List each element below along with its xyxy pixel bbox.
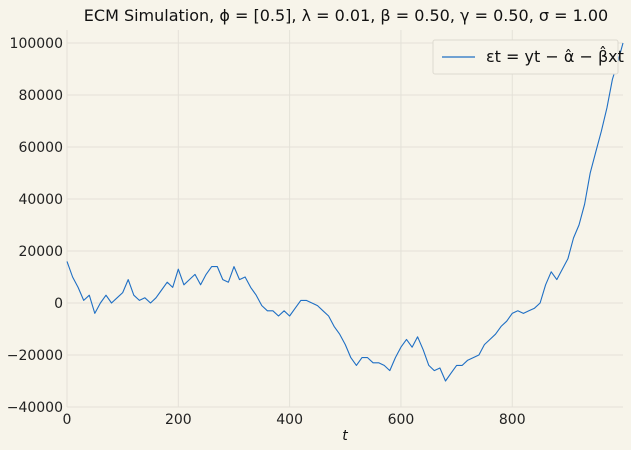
legend-box (432, 39, 619, 75)
x-tick-label: 400 (276, 412, 303, 428)
x-tick-label: 200 (165, 412, 192, 428)
y-tick-label: −40000 (7, 400, 63, 416)
y-tick-label: 60000 (18, 140, 63, 156)
legend-label: εt = yt − α̂ − β̂xt (486, 46, 624, 66)
x-tick-label: 0 (63, 412, 72, 428)
chart-title: ECM Simulation, ϕ = [0.5], λ = 0.01, β =… (84, 6, 608, 25)
x-tick-label: 800 (499, 412, 526, 428)
y-tick-label: 80000 (18, 88, 63, 104)
x-axis-label: t (342, 428, 348, 444)
legend: εt = yt − α̂ − β̂xt (432, 39, 624, 75)
y-tick-label: 100000 (10, 36, 63, 52)
x-tick-label: 600 (388, 412, 415, 428)
y-tick-label: −20000 (7, 348, 63, 364)
y-tick-label: 0 (54, 296, 63, 312)
tick-labels: 0 200 400 600 800 −40000 −20000 0 20000 40000 6000… (7, 36, 526, 428)
plot-background (67, 30, 623, 407)
series-line-residual (66, 42, 624, 382)
y-tick-label: 40000 (18, 192, 63, 208)
y-tick-label: 20000 (18, 244, 63, 260)
